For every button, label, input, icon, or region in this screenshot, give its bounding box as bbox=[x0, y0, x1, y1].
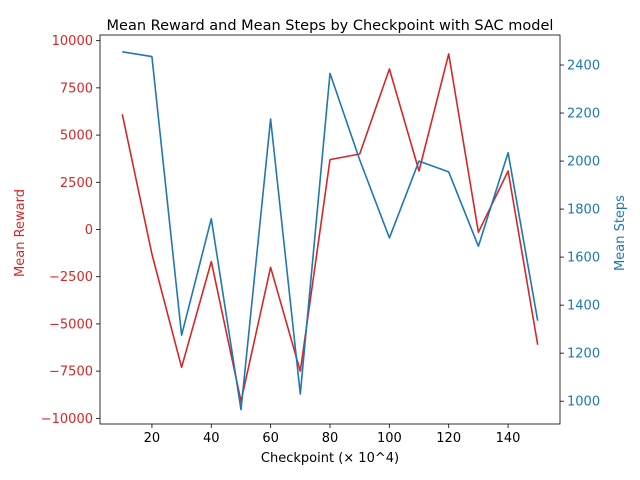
left-y-tick-label: 7500 bbox=[60, 81, 93, 96]
x-tick-label: 40 bbox=[203, 431, 220, 446]
series-line-mean-reward bbox=[121, 53, 539, 403]
right-y-tick-label: 2000 bbox=[567, 155, 600, 170]
right-y-tick-label: 1400 bbox=[567, 299, 600, 314]
right-y-axis-label: Mean Steps bbox=[613, 195, 628, 271]
left-y-axis: −10000 −7500 −5000 −2500 0 2500 5000 7500 10000 bbox=[41, 34, 100, 427]
x-axis: 20 40 60 80 100 120 140 bbox=[144, 424, 521, 446]
right-y-tick-label: 1000 bbox=[567, 395, 600, 410]
left-y-tick-label: 10000 bbox=[52, 34, 93, 49]
x-tick-label: 80 bbox=[322, 431, 339, 446]
x-tick-label: 100 bbox=[377, 431, 402, 446]
right-y-tick-label: 1600 bbox=[567, 251, 600, 266]
x-tick-label: 120 bbox=[436, 431, 461, 446]
left-y-tick-label: 2500 bbox=[60, 176, 93, 191]
right-y-tick-label: 1800 bbox=[567, 203, 600, 218]
left-y-tick-label: −2500 bbox=[49, 270, 93, 285]
left-y-tick-label: −5000 bbox=[49, 317, 93, 332]
x-tick-label: 60 bbox=[262, 431, 279, 446]
left-y-tick-label: −10000 bbox=[41, 412, 93, 427]
x-tick-label: 20 bbox=[144, 431, 161, 446]
left-y-tick-label: −7500 bbox=[49, 365, 93, 380]
right-y-axis: 1000 1200 1400 1600 1800 2000 2200 2400 bbox=[560, 59, 600, 410]
right-y-tick-label: 1200 bbox=[567, 347, 600, 362]
plot-area bbox=[99, 34, 561, 425]
x-axis-label: Checkpoint (× 10^4) bbox=[261, 451, 399, 466]
x-tick-label: 140 bbox=[496, 431, 521, 446]
left-y-axis-label: Mean Reward bbox=[13, 189, 28, 277]
plot-frame bbox=[99, 34, 561, 425]
left-y-tick-label: 5000 bbox=[60, 129, 93, 144]
chart-title: Mean Reward and Mean Steps by Checkpoint… bbox=[107, 18, 554, 34]
left-y-tick-label: 0 bbox=[85, 223, 93, 238]
right-y-tick-label: 2200 bbox=[567, 107, 600, 122]
right-y-tick-label: 2400 bbox=[567, 59, 600, 74]
